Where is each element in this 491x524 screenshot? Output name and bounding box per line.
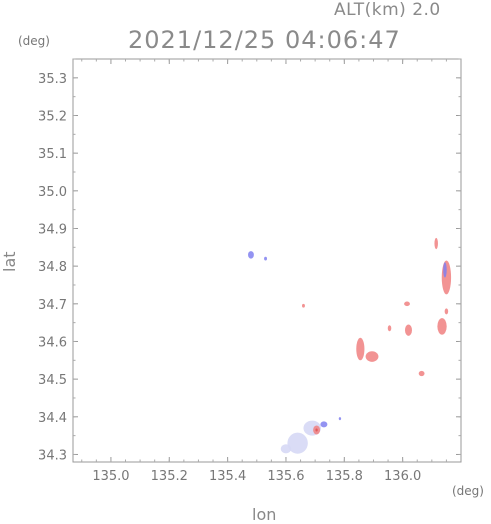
altitude-label: ALT(km) 2.0 [334, 0, 441, 20]
echo-point-positive [418, 370, 425, 377]
y-axis-ticks: 34.3 34.4 34.5 34.6 34.7 34.8 34.9 35.0 35.1 35.2… [38, 58, 461, 463]
y-tick-label: 35.1 [38, 147, 67, 162]
echo-point-positive [404, 301, 410, 307]
x-tick-label: 135.6 [267, 469, 304, 484]
echo-point-negative [443, 262, 447, 278]
echo-layer [248, 237, 452, 454]
x-axis-label: lon [252, 505, 277, 524]
x-axis-unit: (deg) [452, 484, 484, 498]
y-tick-label: 34.6 [38, 335, 67, 350]
x-tick-label: 135.0 [92, 469, 129, 484]
echo-point-positive [434, 237, 438, 250]
datetime-label: 2021/12/25 04:06:47 [128, 26, 401, 54]
echo-point-positive [356, 337, 365, 361]
y-tick-label: 34.7 [38, 298, 67, 313]
echo-point-positive [437, 318, 447, 335]
x-tick-label: 135.2 [151, 469, 188, 484]
y-tick-label: 35.3 [38, 72, 67, 87]
echo-point-positive [302, 303, 305, 308]
y-axis-unit: (deg) [18, 34, 50, 48]
x-axis-ticks: 135.0 135.2 135.4 135.6 135.8 136.0 [81, 59, 447, 484]
echo-point-positive [404, 324, 412, 336]
y-tick-label: 35.2 [38, 109, 67, 124]
echo-point-negative [248, 251, 254, 259]
plot-frame [72, 58, 462, 463]
echo-point-weak_negative [280, 444, 292, 454]
echo-point-positive [365, 351, 379, 362]
y-tick-label: 34.8 [38, 260, 67, 275]
echo-point-weak_negative [287, 432, 308, 454]
y-tick-label: 34.5 [38, 373, 67, 388]
y-tick-label: 34.9 [38, 222, 67, 237]
echo-point-negative [264, 256, 267, 261]
y-tick-label: 34.3 [38, 448, 67, 463]
y-tick-label: 35.0 [38, 185, 67, 200]
y-tick-label: 34.4 [38, 411, 67, 426]
echo-point-strong [315, 428, 318, 432]
x-tick-label: 136.0 [384, 469, 421, 484]
x-tick-label: 135.4 [209, 469, 246, 484]
echo-point-positive [387, 325, 392, 332]
echo-point-negative [338, 417, 342, 421]
echo-point-positive [441, 260, 452, 295]
echo-point-negative [320, 421, 328, 428]
echo-point-positive [444, 308, 449, 315]
x-tick-label: 135.8 [326, 469, 363, 484]
